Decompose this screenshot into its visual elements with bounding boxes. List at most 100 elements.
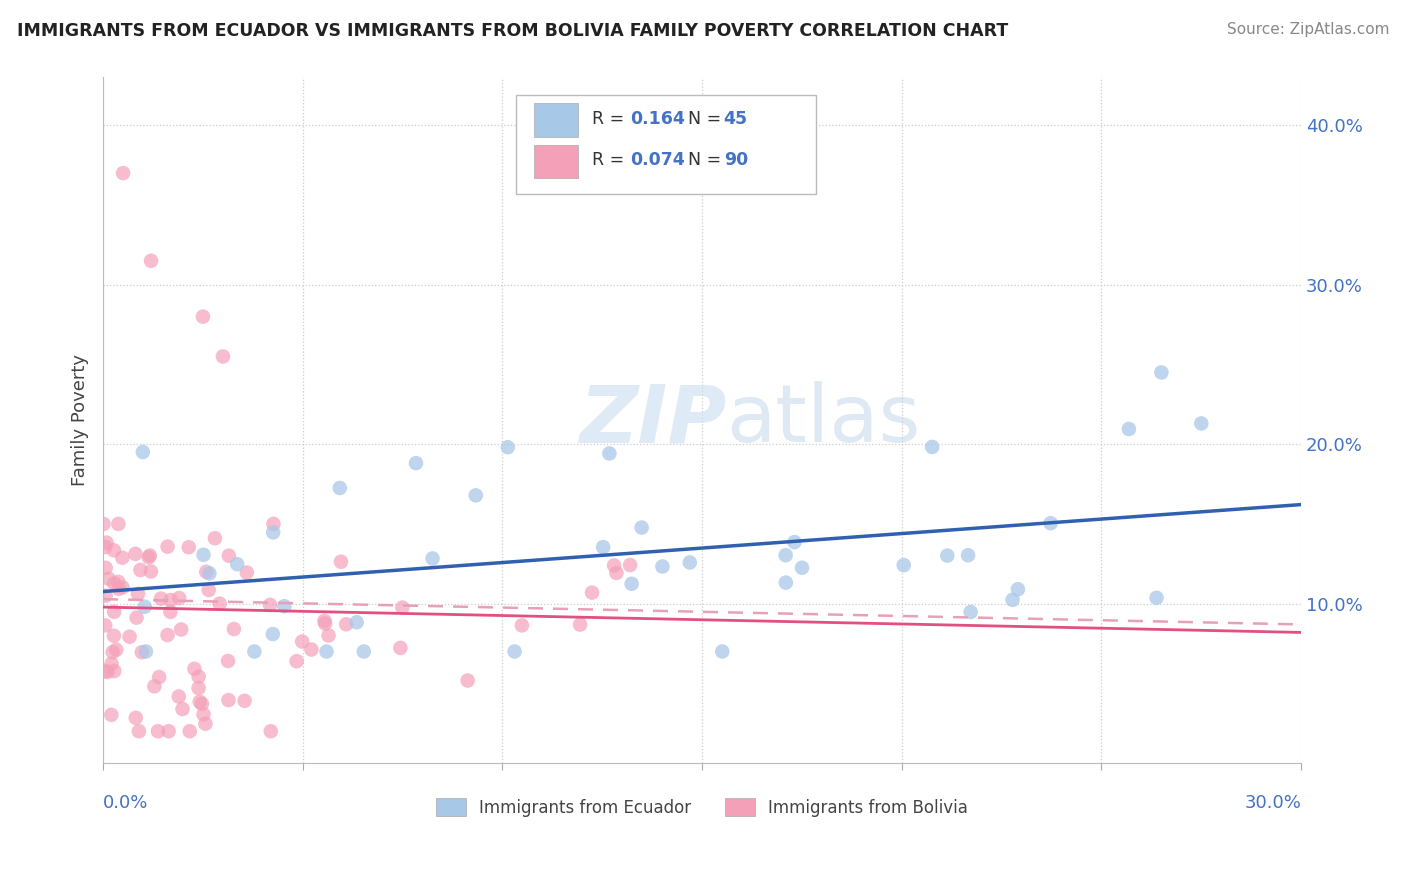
Point (170, 623, 193, 637)
Text: 30.0%: 30.0% (1244, 794, 1301, 812)
Point (208, 597, 231, 611)
Point (103, 629, 125, 643)
Point (569, 617, 592, 632)
Point (422, 551, 444, 566)
Point (103, 543, 125, 558)
Point (167, 690, 190, 704)
Point (630, 520, 652, 534)
Point (188, 695, 211, 709)
Text: 0.0%: 0.0% (103, 794, 149, 812)
Point (103, 664, 125, 678)
Point (598, 446, 620, 460)
Point (775, 575, 797, 590)
Point (159, 593, 181, 607)
Text: atlas: atlas (725, 381, 921, 459)
Point (217, 654, 239, 668)
Point (605, 566, 627, 580)
Point (1001, 592, 1024, 607)
Point (103, 605, 125, 619)
Point (146, 724, 169, 739)
Point (1039, 516, 1062, 531)
Point (132, 445, 155, 459)
Point (936, 549, 959, 563)
Point (96, 665, 118, 679)
Point (97, 572, 120, 586)
Point (222, 622, 245, 636)
Point (391, 600, 413, 615)
Point (111, 550, 134, 565)
Point (335, 617, 357, 632)
Point (405, 456, 427, 470)
Point (620, 576, 643, 591)
Point (108, 582, 131, 596)
FancyBboxPatch shape (534, 103, 578, 137)
Point (128, 724, 150, 739)
Point (291, 634, 314, 648)
Point (197, 582, 219, 597)
Point (226, 557, 249, 571)
Text: 0.074: 0.074 (630, 151, 685, 169)
Text: 45: 45 (724, 110, 748, 128)
Point (131, 645, 153, 659)
Point (496, 440, 519, 454)
Point (93, 516, 115, 531)
Point (314, 614, 336, 628)
Point (346, 615, 368, 630)
FancyBboxPatch shape (516, 95, 815, 194)
Point (101, 645, 124, 659)
Point (125, 610, 148, 624)
Point (603, 558, 626, 573)
Point (1007, 582, 1029, 597)
Point (156, 540, 179, 554)
Point (314, 616, 336, 631)
Point (262, 525, 284, 540)
Point (125, 711, 148, 725)
Point (353, 644, 375, 658)
Point (218, 549, 240, 563)
Point (100, 657, 122, 671)
Point (127, 587, 149, 601)
Point (893, 558, 915, 573)
Point (581, 585, 603, 599)
Point (262, 627, 284, 641)
Point (105, 642, 128, 657)
Point (139, 253, 162, 268)
Text: Source: ZipAtlas.com: Source: ZipAtlas.com (1226, 22, 1389, 37)
Y-axis label: Family Poverty: Family Poverty (72, 354, 89, 486)
Point (329, 481, 352, 495)
Point (1150, 366, 1173, 380)
FancyBboxPatch shape (534, 145, 578, 178)
Point (187, 681, 209, 695)
Point (299, 642, 322, 657)
Point (129, 563, 152, 577)
Text: R =: R = (592, 151, 630, 169)
Point (236, 566, 259, 580)
Point (218, 693, 240, 707)
Point (195, 565, 218, 579)
Text: 0.164: 0.164 (630, 110, 685, 128)
Point (150, 591, 173, 606)
Point (96, 535, 118, 549)
Point (118, 630, 141, 644)
Point (263, 516, 285, 531)
Point (139, 549, 162, 563)
Text: IMMIGRANTS FROM ECUADOR VS IMMIGRANTS FROM BOLIVIA FAMILY POVERTY CORRELATION CH: IMMIGRANTS FROM ECUADOR VS IMMIGRANTS FR… (17, 22, 1008, 40)
Point (212, 350, 235, 364)
Point (177, 540, 200, 554)
Point (285, 654, 308, 668)
Point (135, 644, 157, 658)
Point (464, 488, 486, 502)
Point (111, 580, 134, 594)
Point (711, 644, 734, 658)
Point (619, 558, 641, 572)
Point (389, 640, 412, 655)
Point (138, 550, 160, 565)
Point (243, 644, 266, 658)
Point (191, 697, 214, 711)
Text: 90: 90 (724, 151, 748, 169)
Point (959, 605, 981, 619)
Point (193, 707, 215, 722)
Point (103, 576, 125, 591)
Text: N =: N = (688, 151, 727, 169)
Point (204, 531, 226, 545)
